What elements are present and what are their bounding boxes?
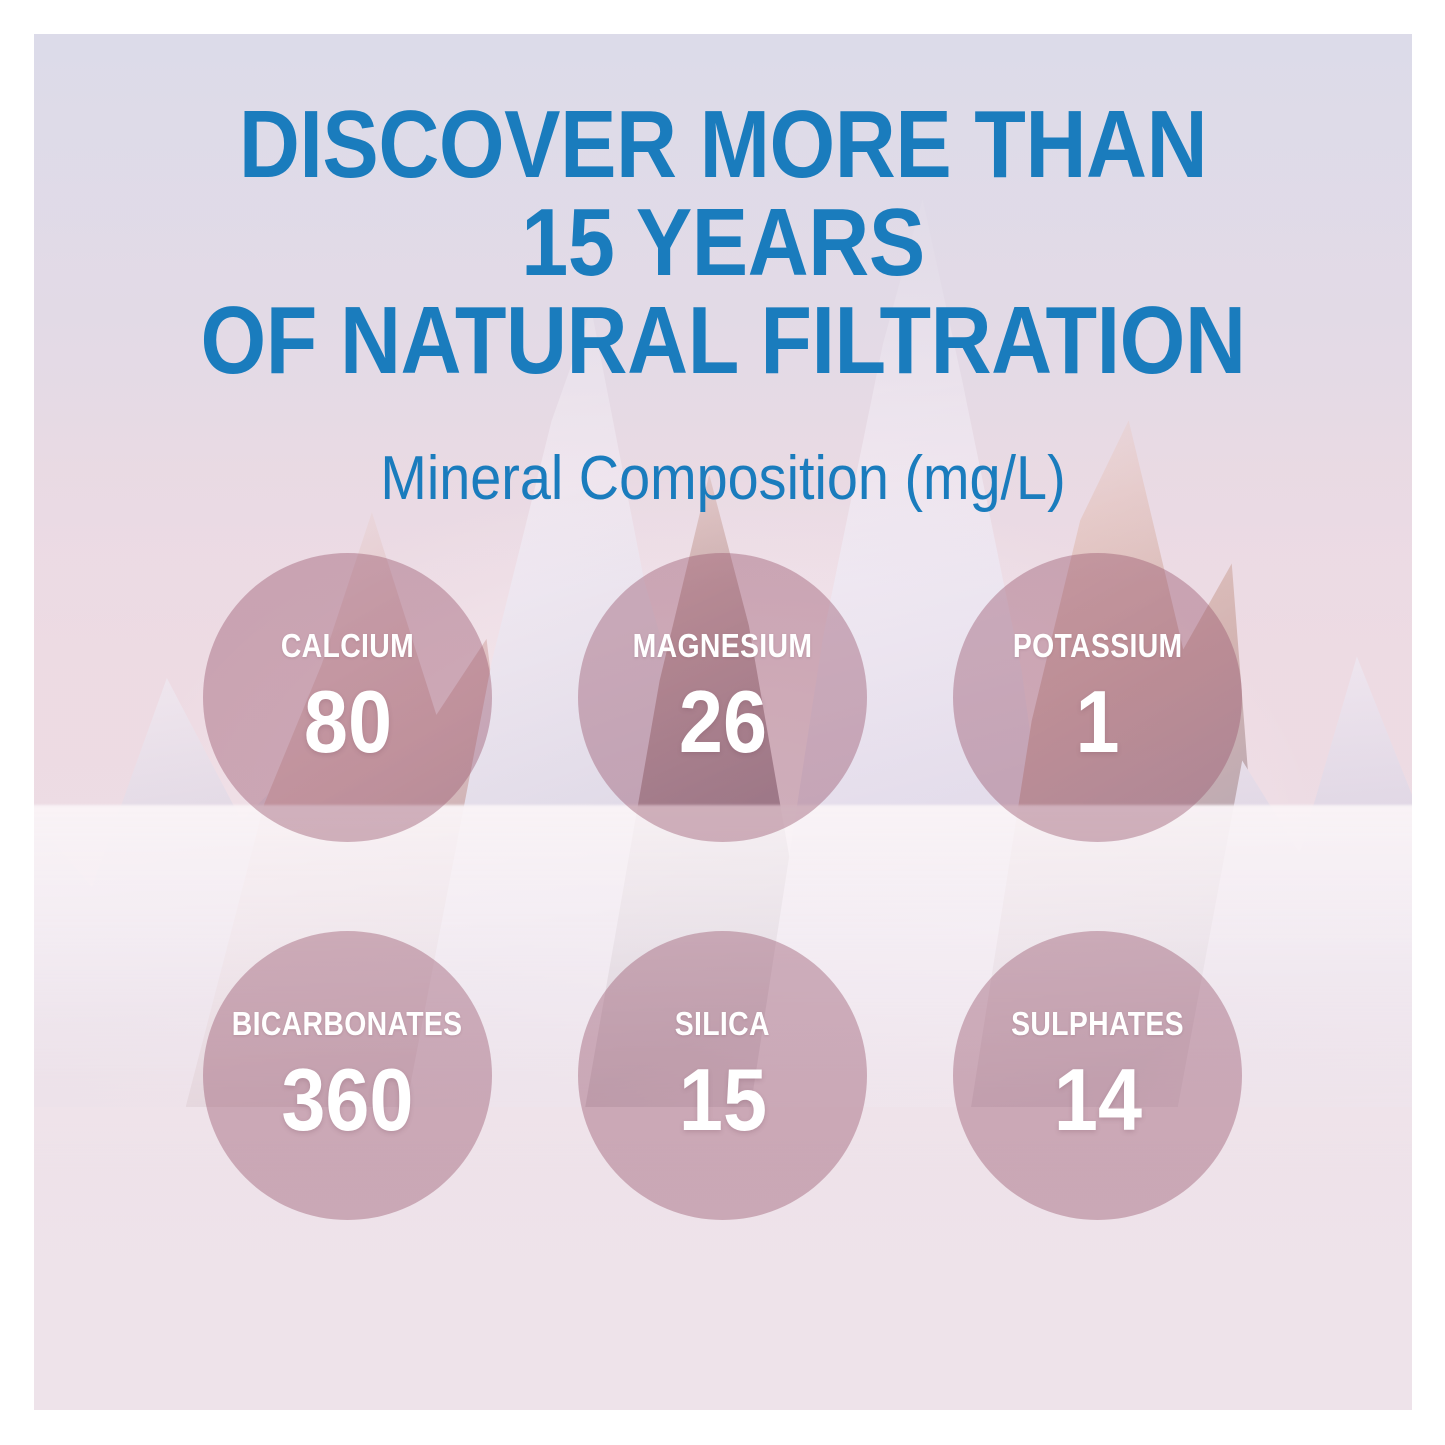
mineral-bubble-potassium[interactable]: POTASSIUM 1 [953,553,1242,842]
mineral-bubble-silica[interactable]: SILICA 15 [578,931,867,1220]
mineral-label: SILICA [674,1005,771,1042]
mineral-label: SULPHATES [1011,1005,1184,1042]
artwork-canvas: DISCOVER MORE THAN 15 YEARS OF NATURAL F… [34,34,1412,1410]
mineral-value: 80 [303,672,392,771]
mineral-label: CALCIUM [280,627,415,664]
mineral-value: 360 [281,1050,414,1149]
bottom-gradient-fade [34,1107,1412,1410]
mountain-scene-image [34,34,1412,1410]
mineral-value: 15 [678,1050,767,1149]
mineral-bubble-sulphates[interactable]: SULPHATES 14 [953,931,1242,1220]
mineral-label: POTASSIUM [1012,627,1183,664]
mineral-value: 26 [678,672,767,771]
mineral-bubble-magnesium[interactable]: MAGNESIUM 26 [578,553,867,842]
mineral-value: 14 [1053,1050,1142,1149]
top-gradient-fade [34,34,1412,585]
headline-line-3: OF NATURAL FILTRATION [200,286,1246,394]
mineral-bubble-calcium[interactable]: CALCIUM 80 [203,553,492,842]
mineral-bubble-bicarbonates[interactable]: BICARBONATES 360 [203,931,492,1220]
headline: DISCOVER MORE THAN 15 YEARS OF NATURAL F… [117,96,1330,390]
headline-line-2: 15 YEARS [521,188,925,296]
headline-line-1: DISCOVER MORE THAN [238,91,1208,198]
subtitle: Mineral Composition (mg/L) [380,444,1066,513]
mineral-label: BICARBONATES [232,1005,463,1042]
mineral-label: MAGNESIUM [632,627,813,664]
mineral-value: 1 [1075,672,1120,771]
